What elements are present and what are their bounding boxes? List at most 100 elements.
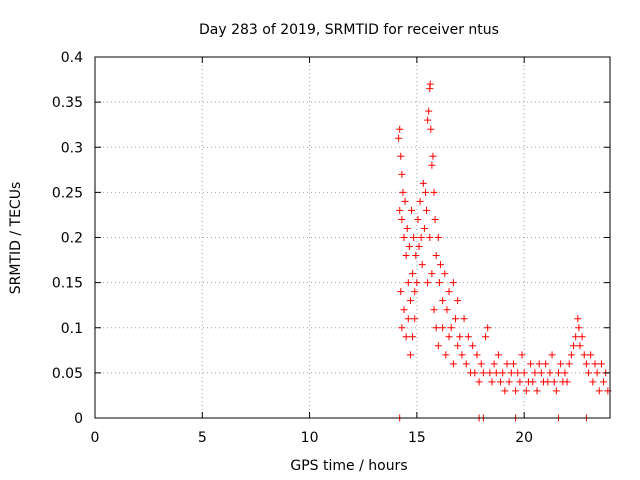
data-point — [435, 279, 443, 287]
data-point — [552, 387, 560, 395]
data-point — [409, 270, 417, 278]
data-point — [402, 252, 410, 260]
x-tick-labels: 0 5 10 15 20 — [91, 430, 534, 446]
plot-frame — [94, 56, 611, 419]
data-point — [512, 387, 520, 395]
data-point — [398, 215, 406, 223]
x-tick-label: 20 — [515, 430, 533, 446]
data-point — [396, 206, 404, 214]
data-point — [501, 387, 509, 395]
data-point — [580, 351, 588, 359]
data-point — [464, 333, 472, 341]
data-point — [544, 378, 552, 386]
data-point — [445, 288, 453, 296]
data-point — [432, 252, 440, 260]
data-point — [443, 306, 451, 314]
data-point — [516, 378, 524, 386]
y-tick-label: 0.1 — [61, 321, 83, 337]
data-point — [410, 234, 418, 241]
chart-title: Day 283 of 2019, SRMTID for receiver ntu… — [199, 22, 499, 38]
data-point — [482, 333, 490, 341]
data-point — [430, 306, 438, 314]
data-point — [424, 279, 432, 287]
data-point — [486, 369, 494, 377]
data-point — [405, 243, 413, 251]
data-point — [527, 360, 535, 368]
y-tick-label: 0.05 — [52, 366, 83, 382]
data-point — [595, 387, 603, 395]
data-point — [456, 333, 464, 341]
data-point — [400, 306, 408, 314]
y-tick-label: 0.4 — [61, 50, 83, 66]
data-point — [471, 369, 479, 377]
data-point — [454, 342, 462, 350]
data-point — [436, 261, 444, 269]
data-point — [555, 369, 562, 377]
data-point — [418, 261, 426, 269]
data-point — [484, 324, 492, 332]
data-point — [572, 333, 580, 341]
data-point — [396, 125, 404, 133]
data-point — [546, 369, 554, 377]
x-tick-label: 5 — [198, 430, 207, 446]
data-point — [449, 360, 457, 368]
data-point — [441, 270, 449, 278]
data-point — [427, 125, 435, 133]
data-point — [578, 333, 586, 341]
data-point — [575, 324, 583, 332]
data-point — [404, 279, 412, 287]
data-point — [419, 179, 427, 187]
data-point — [520, 369, 528, 377]
data-point — [454, 297, 462, 305]
data-point — [403, 224, 411, 232]
data-point — [490, 360, 498, 368]
data-point — [548, 351, 556, 359]
data-points — [395, 80, 612, 422]
data-point — [518, 351, 526, 359]
data-point — [395, 134, 403, 142]
data-point — [488, 378, 496, 386]
data-point — [412, 252, 420, 260]
data-point — [509, 360, 517, 368]
data-point — [420, 224, 428, 232]
x-tick-label: 0 — [91, 430, 100, 446]
data-point — [426, 80, 434, 88]
data-point — [411, 315, 419, 323]
data-point — [413, 279, 421, 287]
data-point — [408, 206, 416, 214]
data-point — [477, 360, 485, 368]
y-tick-label: 0.15 — [52, 276, 83, 292]
y-tick-labels: 0 0.05 0.1 0.15 0.2 0.25 0.3 0.35 0.4 — [52, 50, 83, 427]
data-point — [462, 360, 470, 368]
data-point — [458, 351, 466, 359]
data-point — [397, 152, 405, 160]
data-point — [557, 360, 565, 368]
data-point — [399, 188, 407, 196]
data-point — [429, 152, 437, 160]
y-tick-label: 0 — [74, 411, 83, 427]
data-point — [499, 369, 507, 377]
data-point — [535, 360, 543, 368]
data-point — [514, 369, 522, 377]
data-point — [428, 161, 436, 169]
data-point — [442, 351, 450, 359]
data-point — [430, 188, 438, 196]
y-tick-label: 0.2 — [61, 231, 83, 247]
data-point — [449, 279, 457, 287]
y-tick-label: 0.25 — [52, 185, 83, 201]
data-point — [479, 369, 487, 377]
data-point — [406, 351, 414, 359]
data-point — [406, 297, 414, 305]
data-point — [473, 351, 481, 359]
data-point — [567, 351, 575, 359]
x-tick-label: 15 — [408, 430, 426, 446]
data-point — [409, 333, 417, 341]
data-point — [497, 378, 505, 386]
data-point — [414, 215, 422, 223]
data-point — [507, 369, 515, 377]
data-point — [400, 234, 408, 241]
data-point — [582, 360, 590, 368]
data-point — [434, 342, 442, 350]
data-point — [550, 378, 558, 386]
data-point — [404, 315, 412, 323]
